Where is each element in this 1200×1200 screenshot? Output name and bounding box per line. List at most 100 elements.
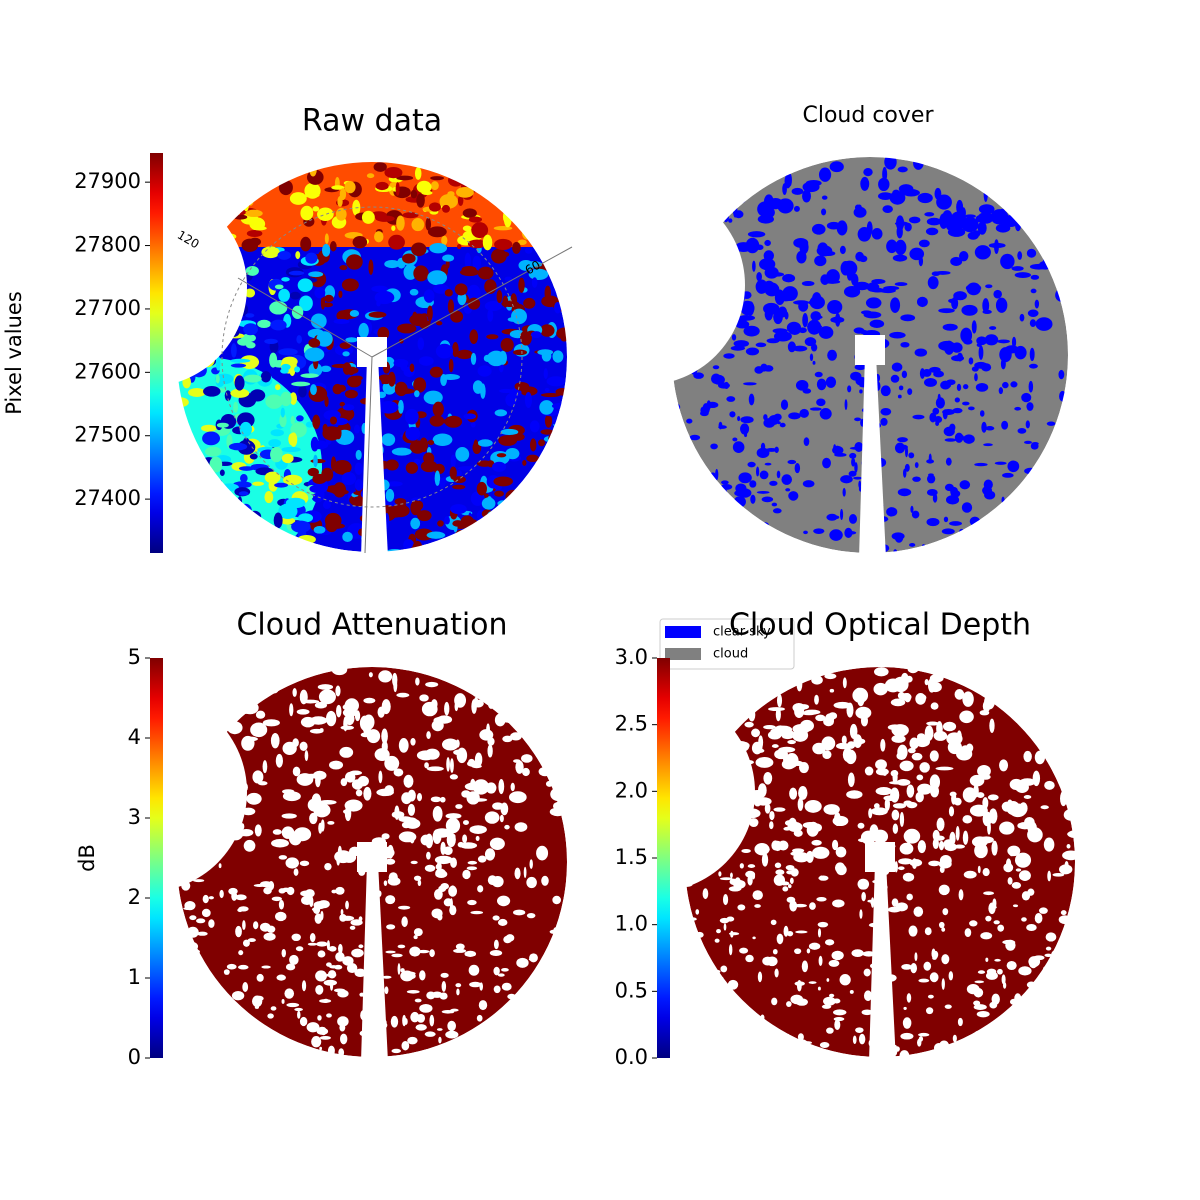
image-pixel xyxy=(292,766,301,777)
image-pixel xyxy=(792,723,810,735)
image-pixel xyxy=(281,453,294,464)
image-pixel xyxy=(478,1000,488,1011)
image-pixel xyxy=(173,1034,186,1042)
image-pixel xyxy=(760,1014,765,1021)
image-pixel xyxy=(875,787,893,796)
image-pixel xyxy=(802,189,812,203)
image-pixel xyxy=(797,1033,804,1041)
image-pixel xyxy=(894,239,907,256)
image-pixel xyxy=(689,434,701,441)
image-pixel xyxy=(181,474,196,479)
image-pixel xyxy=(796,980,802,992)
image-pixel xyxy=(973,1004,987,1011)
image-pixel xyxy=(220,732,227,741)
image-pixel xyxy=(300,373,319,378)
image-pixel xyxy=(882,866,890,875)
image-pixel xyxy=(877,516,889,522)
image-pixel xyxy=(221,246,230,262)
image-pixel xyxy=(352,375,363,381)
image-pixel xyxy=(255,710,266,719)
image-pixel xyxy=(553,927,558,936)
image-pixel xyxy=(241,238,259,253)
image-pixel xyxy=(814,371,823,378)
image-pixel xyxy=(376,788,394,797)
image-pixel xyxy=(771,997,778,1006)
image-pixel xyxy=(423,390,443,405)
image-pixel xyxy=(700,774,708,784)
image-pixel xyxy=(1028,957,1038,969)
image-pixel xyxy=(500,337,514,352)
panel-title: Cloud Attenuation xyxy=(236,608,507,643)
image-pixel xyxy=(411,242,427,257)
image-pixel xyxy=(423,452,435,464)
image-pixel xyxy=(755,757,774,768)
image-pixel xyxy=(728,218,733,223)
image-pixel xyxy=(281,667,286,676)
image-pixel xyxy=(521,515,538,525)
image-pixel xyxy=(196,823,212,834)
image-pixel xyxy=(709,472,717,482)
image-pixel xyxy=(169,233,188,245)
image-pixel xyxy=(681,696,692,707)
image-pixel xyxy=(848,514,858,524)
image-pixel xyxy=(469,179,474,191)
image-pixel xyxy=(868,922,880,928)
image-pixel xyxy=(902,1017,912,1029)
image-pixel xyxy=(974,843,988,859)
image-pixel xyxy=(409,832,415,844)
image-pixel xyxy=(697,723,712,735)
colorbar-tick-label: 3 xyxy=(128,805,141,829)
image-pixel xyxy=(914,952,918,962)
image-pixel xyxy=(298,513,314,523)
image-pixel xyxy=(342,851,357,863)
image-pixel xyxy=(245,341,256,349)
image-pixel xyxy=(777,291,783,296)
image-pixel xyxy=(450,857,457,868)
image-pixel xyxy=(816,398,826,407)
image-pixel xyxy=(323,500,331,510)
image-pixel xyxy=(210,179,230,185)
image-pixel xyxy=(798,786,808,800)
image-pixel xyxy=(826,1027,834,1034)
image-pixel xyxy=(797,797,804,811)
image-pixel xyxy=(320,910,324,921)
image-pixel xyxy=(275,384,281,391)
image-pixel xyxy=(981,523,994,536)
image-pixel xyxy=(522,459,527,466)
image-pixel xyxy=(368,672,373,678)
image-pixel xyxy=(763,250,774,262)
image-pixel xyxy=(941,954,950,965)
image-pixel xyxy=(368,513,379,521)
image-pixel xyxy=(539,490,554,499)
image-pixel xyxy=(362,850,370,861)
image-pixel xyxy=(773,331,792,342)
image-pixel xyxy=(763,724,776,730)
image-pixel xyxy=(1030,274,1040,280)
image-pixel xyxy=(438,1036,442,1044)
image-pixel xyxy=(559,235,572,242)
image-pixel xyxy=(825,376,837,388)
image-pixel xyxy=(896,225,903,239)
panel: Raw data12060274002750027600277002780027… xyxy=(2,104,577,577)
image-pixel xyxy=(771,676,780,689)
image-pixel xyxy=(985,284,993,289)
image-pixel xyxy=(812,360,816,365)
image-pixel xyxy=(452,1038,462,1046)
image-pixel xyxy=(871,503,884,509)
image-pixel xyxy=(939,854,952,867)
image-pixel xyxy=(788,491,799,501)
image-pixel xyxy=(183,247,188,255)
image-pixel xyxy=(959,528,965,536)
image-pixel xyxy=(538,1005,547,1013)
image-pixel xyxy=(445,813,462,819)
image-pixel xyxy=(341,472,356,486)
image-pixel xyxy=(384,259,400,269)
image-pixel xyxy=(201,424,217,432)
image-pixel xyxy=(937,393,941,402)
image-pixel xyxy=(233,401,239,413)
image-pixel xyxy=(747,231,766,238)
image-pixel xyxy=(332,459,352,475)
image-pixel xyxy=(384,167,403,179)
image-pixel xyxy=(773,807,786,812)
image-pixel xyxy=(916,296,928,308)
